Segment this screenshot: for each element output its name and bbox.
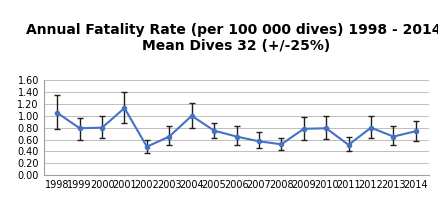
Text: Annual Fatality Rate (per 100 000 dives) 1998 - 2014,
Mean Dives 32 (+/-25%): Annual Fatality Rate (per 100 000 dives)… [26, 23, 438, 53]
